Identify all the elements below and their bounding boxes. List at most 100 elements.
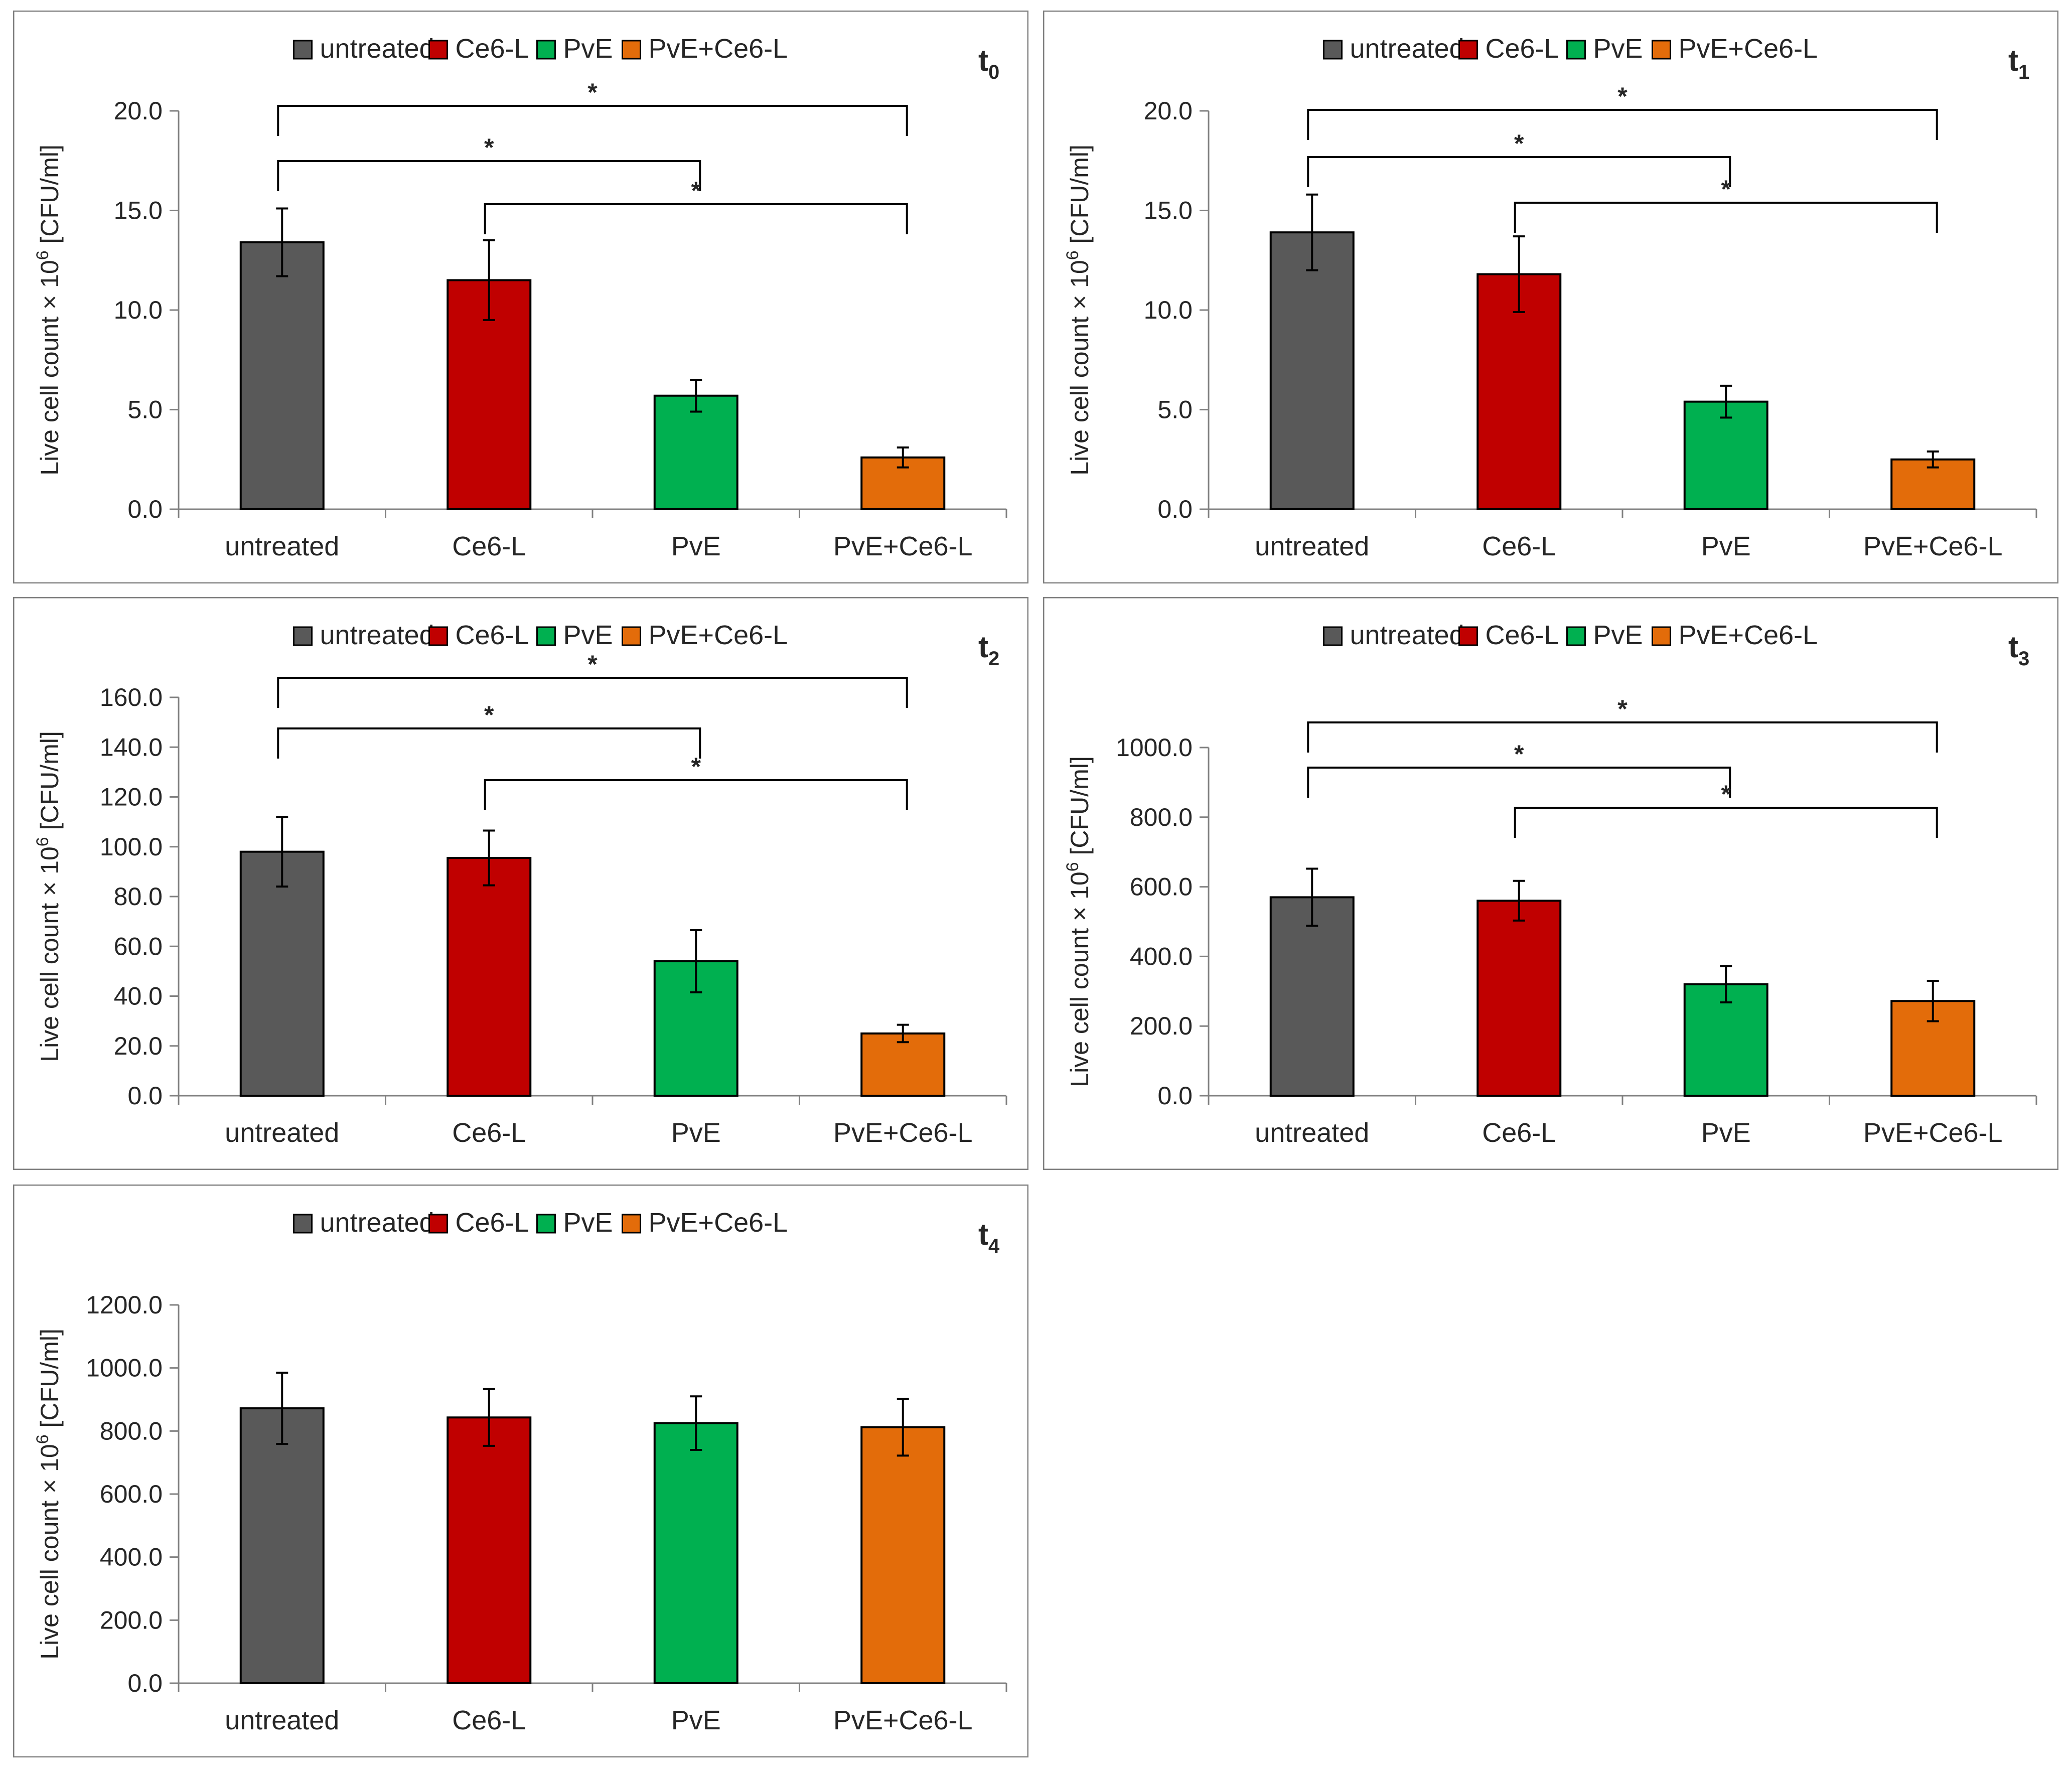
legend-swatch: [428, 40, 448, 60]
legend-label: Ce6-L: [456, 34, 529, 64]
y-tick-label: 5.0: [127, 396, 163, 424]
legend-item-pve-ce6-l: PvE+Ce6-L: [622, 1208, 788, 1238]
bar-pve: [1683, 400, 1768, 510]
y-tick-label: 80.0: [114, 882, 163, 911]
y-tick-label: 1000.0: [1116, 733, 1193, 762]
x-tick-label: untreated: [1255, 531, 1369, 561]
significance-label: *: [484, 133, 494, 162]
bar-pve: [653, 1422, 738, 1684]
y-tick-label: 200.0: [100, 1606, 163, 1634]
error-bar-ce6-l: [483, 1388, 495, 1447]
x-tick-label: Ce6-L: [452, 531, 526, 561]
y-axis-label-main: Live cell count × 10: [1066, 260, 1094, 475]
y-tick-label: 400.0: [100, 1543, 163, 1571]
y-tick-label: 60.0: [114, 932, 163, 960]
significance-bracket-0-2: *: [1307, 129, 1731, 187]
legend-swatch: [536, 626, 556, 646]
x-tick-label: Ce6-L: [452, 1118, 526, 1148]
significance-label: *: [691, 177, 701, 205]
x-tick-label: PvE: [671, 1118, 721, 1148]
legend-swatch: [1652, 626, 1671, 646]
bar-ce6-l: [1476, 900, 1562, 1097]
legend-swatch: [536, 40, 556, 60]
y-axis-label: Live cell count × 106 [CFU/ml]: [33, 731, 64, 1062]
significance-bracket-0-3: *: [277, 78, 908, 136]
chart-svg-1: 0.0 5.0 10.0 15.0 20.0 untreated Ce6-L PvE PvE+C…: [1043, 11, 2058, 583]
y-axis-label-unit: [CFU/ml]: [1066, 756, 1094, 862]
y-axis-label-main: Live cell count × 10: [36, 846, 64, 1062]
chart-panel-t2: 0.0 20.0 40.0 60.0 80.0 100.0 120.0 140.0 160.0 u…: [13, 597, 1028, 1170]
significance-label: *: [1514, 740, 1524, 768]
significance-label: *: [1721, 175, 1731, 203]
error-bar-ce6-l: [1513, 879, 1525, 922]
y-axis-label: Live cell count × 106 [CFU/ml]: [33, 1328, 64, 1659]
panel-label-letter: t: [978, 44, 988, 77]
y-tick-label: 20.0: [1144, 97, 1193, 125]
bar-untreated: [239, 850, 325, 1097]
panel-label-letter: t: [2008, 630, 2018, 664]
panel-label: t0: [978, 44, 999, 83]
y-axis-label-exponent: 6: [1063, 250, 1082, 260]
legend-swatch: [1566, 40, 1586, 60]
legend-swatch: [622, 626, 641, 646]
bar-untreated: [239, 241, 325, 510]
chart-svg-3: 0.0 200.0 400.0 600.0 800.0 1000.0 untreated Ce…: [1043, 597, 2058, 1170]
y-tick-label: 600.0: [1130, 873, 1193, 901]
legend-item-untreated: untreated: [1323, 34, 1464, 64]
legend-label: PvE+Ce6-L: [649, 34, 788, 64]
legend-label: untreated: [1350, 620, 1464, 650]
panel-label-subscript: 2: [988, 648, 999, 670]
error-bar-pve-ce6-l: [1927, 979, 1939, 1022]
y-tick-label: 0.0: [127, 1669, 163, 1697]
bar-ce6-l: [447, 857, 532, 1097]
legend-label: PvE: [563, 1208, 613, 1238]
y-tick-label: 800.0: [1130, 803, 1193, 831]
x-tick-label: Ce6-L: [1482, 531, 1556, 561]
legend-label: untreated: [320, 34, 434, 64]
y-tick-label: 0.0: [1157, 495, 1193, 523]
legend-label: Ce6-L: [456, 1208, 529, 1238]
error-bar-ce6-l: [1513, 235, 1525, 313]
x-tick-label: PvE: [671, 531, 721, 561]
y-tick-label: 10.0: [114, 296, 163, 324]
y-tick-label: 120.0: [100, 783, 163, 811]
legend-item-ce6-l: Ce6-L: [1458, 34, 1559, 64]
legend-label: PvE+Ce6-L: [1679, 620, 1818, 650]
significance-bracket-1-3: *: [484, 177, 908, 234]
legend-item-pve-ce6-l: PvE+Ce6-L: [1652, 620, 1818, 650]
legend-label: PvE: [1593, 620, 1643, 650]
x-tick-label: untreated: [225, 531, 339, 561]
y-axis-label-unit: [CFU/ml]: [36, 144, 64, 250]
y-tick-label: 200.0: [1130, 1012, 1193, 1040]
legend-swatch: [1566, 626, 1586, 646]
x-tick-label: Ce6-L: [452, 1705, 526, 1735]
y-axis-label-main: Live cell count × 10: [36, 260, 64, 475]
significance-label: *: [1617, 82, 1627, 110]
error-bar-ce6-l: [483, 239, 495, 321]
y-tick-label: 20.0: [114, 97, 163, 125]
significance-bracket-1-3: *: [1514, 175, 1938, 233]
error-bar-pve: [690, 1395, 702, 1451]
chart-panel-t4: 0.0 200.0 400.0 600.0 800.0 1000.0 1200.0 untre…: [13, 1185, 1028, 1757]
legend-label: PvE: [563, 620, 613, 650]
error-bar-pve-ce6-l: [1927, 450, 1939, 469]
legend-item-ce6-l: Ce6-L: [428, 34, 529, 64]
y-tick-label: 20.0: [114, 1032, 163, 1060]
x-tick-label: Ce6-L: [1482, 1118, 1556, 1148]
legend-label: Ce6-L: [1486, 620, 1559, 650]
y-axis-label-unit: [CFU/ml]: [36, 731, 64, 837]
y-tick-label: 600.0: [100, 1480, 163, 1508]
x-tick-label: PvE+Ce6-L: [833, 1118, 973, 1148]
error-bar-pve: [1720, 965, 1732, 1004]
panel-label-letter: t: [978, 1218, 988, 1251]
error-bar-untreated: [276, 1372, 288, 1445]
y-axis-label-unit: [CFU/ml]: [36, 1328, 64, 1434]
error-bar-ce6-l: [483, 829, 495, 887]
panel-label-subscript: 1: [2018, 61, 2029, 83]
legend-label: PvE+Ce6-L: [649, 1208, 788, 1238]
legend-swatch: [1323, 626, 1343, 646]
legend-label: Ce6-L: [1486, 34, 1559, 64]
significance-label: *: [587, 78, 598, 106]
y-axis-label-exponent: 6: [33, 250, 52, 260]
significance-label: *: [691, 753, 701, 781]
